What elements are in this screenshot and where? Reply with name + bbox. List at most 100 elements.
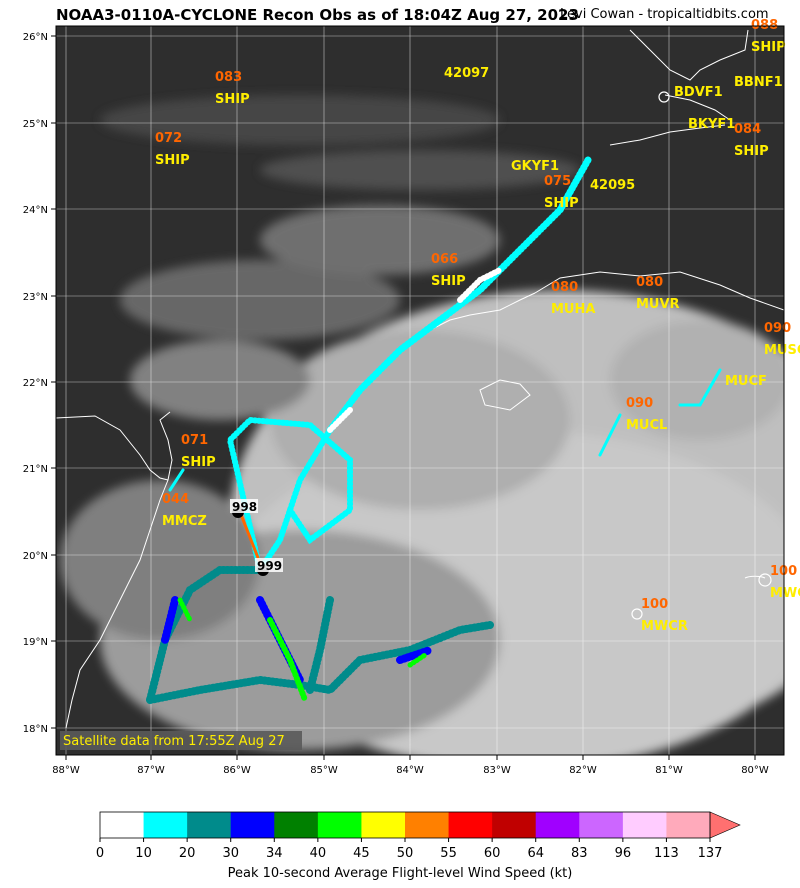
colorbar-cell [622,812,667,838]
colorbar-cell [448,812,493,838]
colorbar-cell [405,812,450,838]
lat-tick-label: 20°N [23,551,48,562]
colorbar-tick-label: 113 [654,846,679,861]
colorbar-label: Peak 10-second Average Flight-level Wind… [227,866,573,881]
lon-axis: 88°W 87°W 86°W 85°W 84°W 83°W 82°W 81°W … [52,765,769,776]
colorbar-tick-label: 0 [96,846,104,861]
lon-tick-label: 83°W [483,765,511,776]
colorbar-cell [143,812,188,838]
colorbar-tick-label: 137 [698,846,723,861]
station-id: SHIP [431,274,466,289]
lat-tick-label: 18°N [23,724,48,735]
station-value: 066 [431,252,458,267]
lon-tick-label: 88°W [52,765,80,776]
colorbar-tick-label: 96 [615,846,632,861]
pressure-obs: 998 999 [230,499,283,576]
recon-map: 998 999 088 SHIP 083 SHIP 42097 BDVF1 BB… [23,18,800,776]
colorbar-tick-label: 83 [571,846,588,861]
satellite-note-text: Satellite data from 17:55Z Aug 27 [63,734,285,749]
lat-tick-label: 24°N [23,205,48,216]
station-id: 42095 [590,178,635,193]
station-id: SHIP [155,153,190,168]
lat-tick-marks [51,35,56,729]
grid-lines [56,26,784,755]
map-frame [55,25,785,756]
station-id: SHIP [215,92,250,107]
colorbar: 0 10 20 30 34 40 45 50 55 60 64 83 96 113 137 [96,811,741,861]
station-value: 100 [641,597,668,612]
coastlines [56,29,784,729]
colorbar-tick-label: 60 [484,846,501,861]
station-id: BKYF1 [688,117,735,132]
lon-tick-label: 87°W [137,765,165,776]
lon-tick-label: 86°W [223,765,251,776]
colorbar-cell [230,812,275,838]
colorbar-tick-label: 30 [222,846,239,861]
station-id: MUSC [764,343,800,358]
station-id: MUHA [551,302,595,317]
lon-tick-label: 85°W [310,765,338,776]
station-markers [631,91,772,620]
lon-tick-label: 82°W [569,765,597,776]
station-id: MWCR [641,619,688,634]
colorbar-cell [187,812,232,838]
station-value: 090 [764,321,791,336]
colorbar-tick-label: 34 [266,846,283,861]
station-value: 044 [162,492,189,507]
lat-tick-label: 19°N [23,637,48,648]
lat-axis: 26°N 25°N 24°N 23°N 22°N 21°N 20°N 19°N … [23,32,48,735]
colorbar-tick-label: 64 [527,846,544,861]
station-value: 080 [636,275,663,290]
station-value: 071 [181,433,208,448]
station-id: MUCL [626,418,667,433]
lon-tick-label: 84°W [396,765,424,776]
colorbar-cell [492,812,537,838]
station-id: BDVF1 [674,85,723,100]
station-id: SHIP [751,40,786,55]
colorbar-cell [100,812,145,838]
station-id: SHIP [734,144,769,159]
station-id: MUVR [636,297,680,312]
colorbar-tick-label: 45 [353,846,370,861]
lon-tick-marks [65,755,756,760]
colorbar-ticks: 0 10 20 30 34 40 45 50 55 60 64 83 96 113 137 [96,838,723,861]
colorbar-cell [274,812,319,838]
lat-tick-label: 26°N [23,32,48,43]
colorbar-cell [317,812,362,838]
station-value: 090 [626,396,653,411]
station-id: SHIP [544,196,579,211]
colorbar-extend-arrow [709,811,741,839]
credit-text: Levi Cowan - tropicaltidbits.com [560,7,769,22]
lat-tick-label: 21°N [23,464,48,475]
colorbar-cell [535,812,580,838]
colorbar-cell [361,812,406,838]
map-title: NOAA3-0110A-CYCLONE Recon Obs as of 18:0… [56,6,579,24]
colorbar-tick-label: 50 [397,846,414,861]
station-value: 080 [551,280,578,295]
lat-tick-label: 25°N [23,119,48,130]
lat-tick-label: 22°N [23,378,48,389]
station-value: 072 [155,131,182,146]
pressure-label: 999 [257,559,282,573]
colorbar-tick-label: 10 [135,846,152,861]
pressure-label: 998 [232,500,257,514]
station-value: 083 [215,70,242,85]
colorbar-tick-label: 40 [310,846,327,861]
station-value: 084 [734,122,761,137]
lon-tick-label: 81°W [655,765,683,776]
station-id: SHIP [181,455,216,470]
station-id: BBNF1 [734,75,783,90]
colorbar-cell [666,812,711,838]
colorbar-tick-label: 55 [440,846,457,861]
satellite-note: Satellite data from 17:55Z Aug 27 [60,731,302,750]
station-id: MWCG [770,586,800,601]
station-id: MMCZ [162,514,207,529]
station-id: 42097 [444,66,489,81]
station-value: 075 [544,174,571,189]
colorbar-cells [100,812,711,838]
station-id: GKYF1 [511,159,559,174]
flight-track [146,156,722,704]
colorbar-cell [579,812,624,838]
station-id: MUCF [725,374,767,389]
lon-tick-label: 80°W [741,765,769,776]
